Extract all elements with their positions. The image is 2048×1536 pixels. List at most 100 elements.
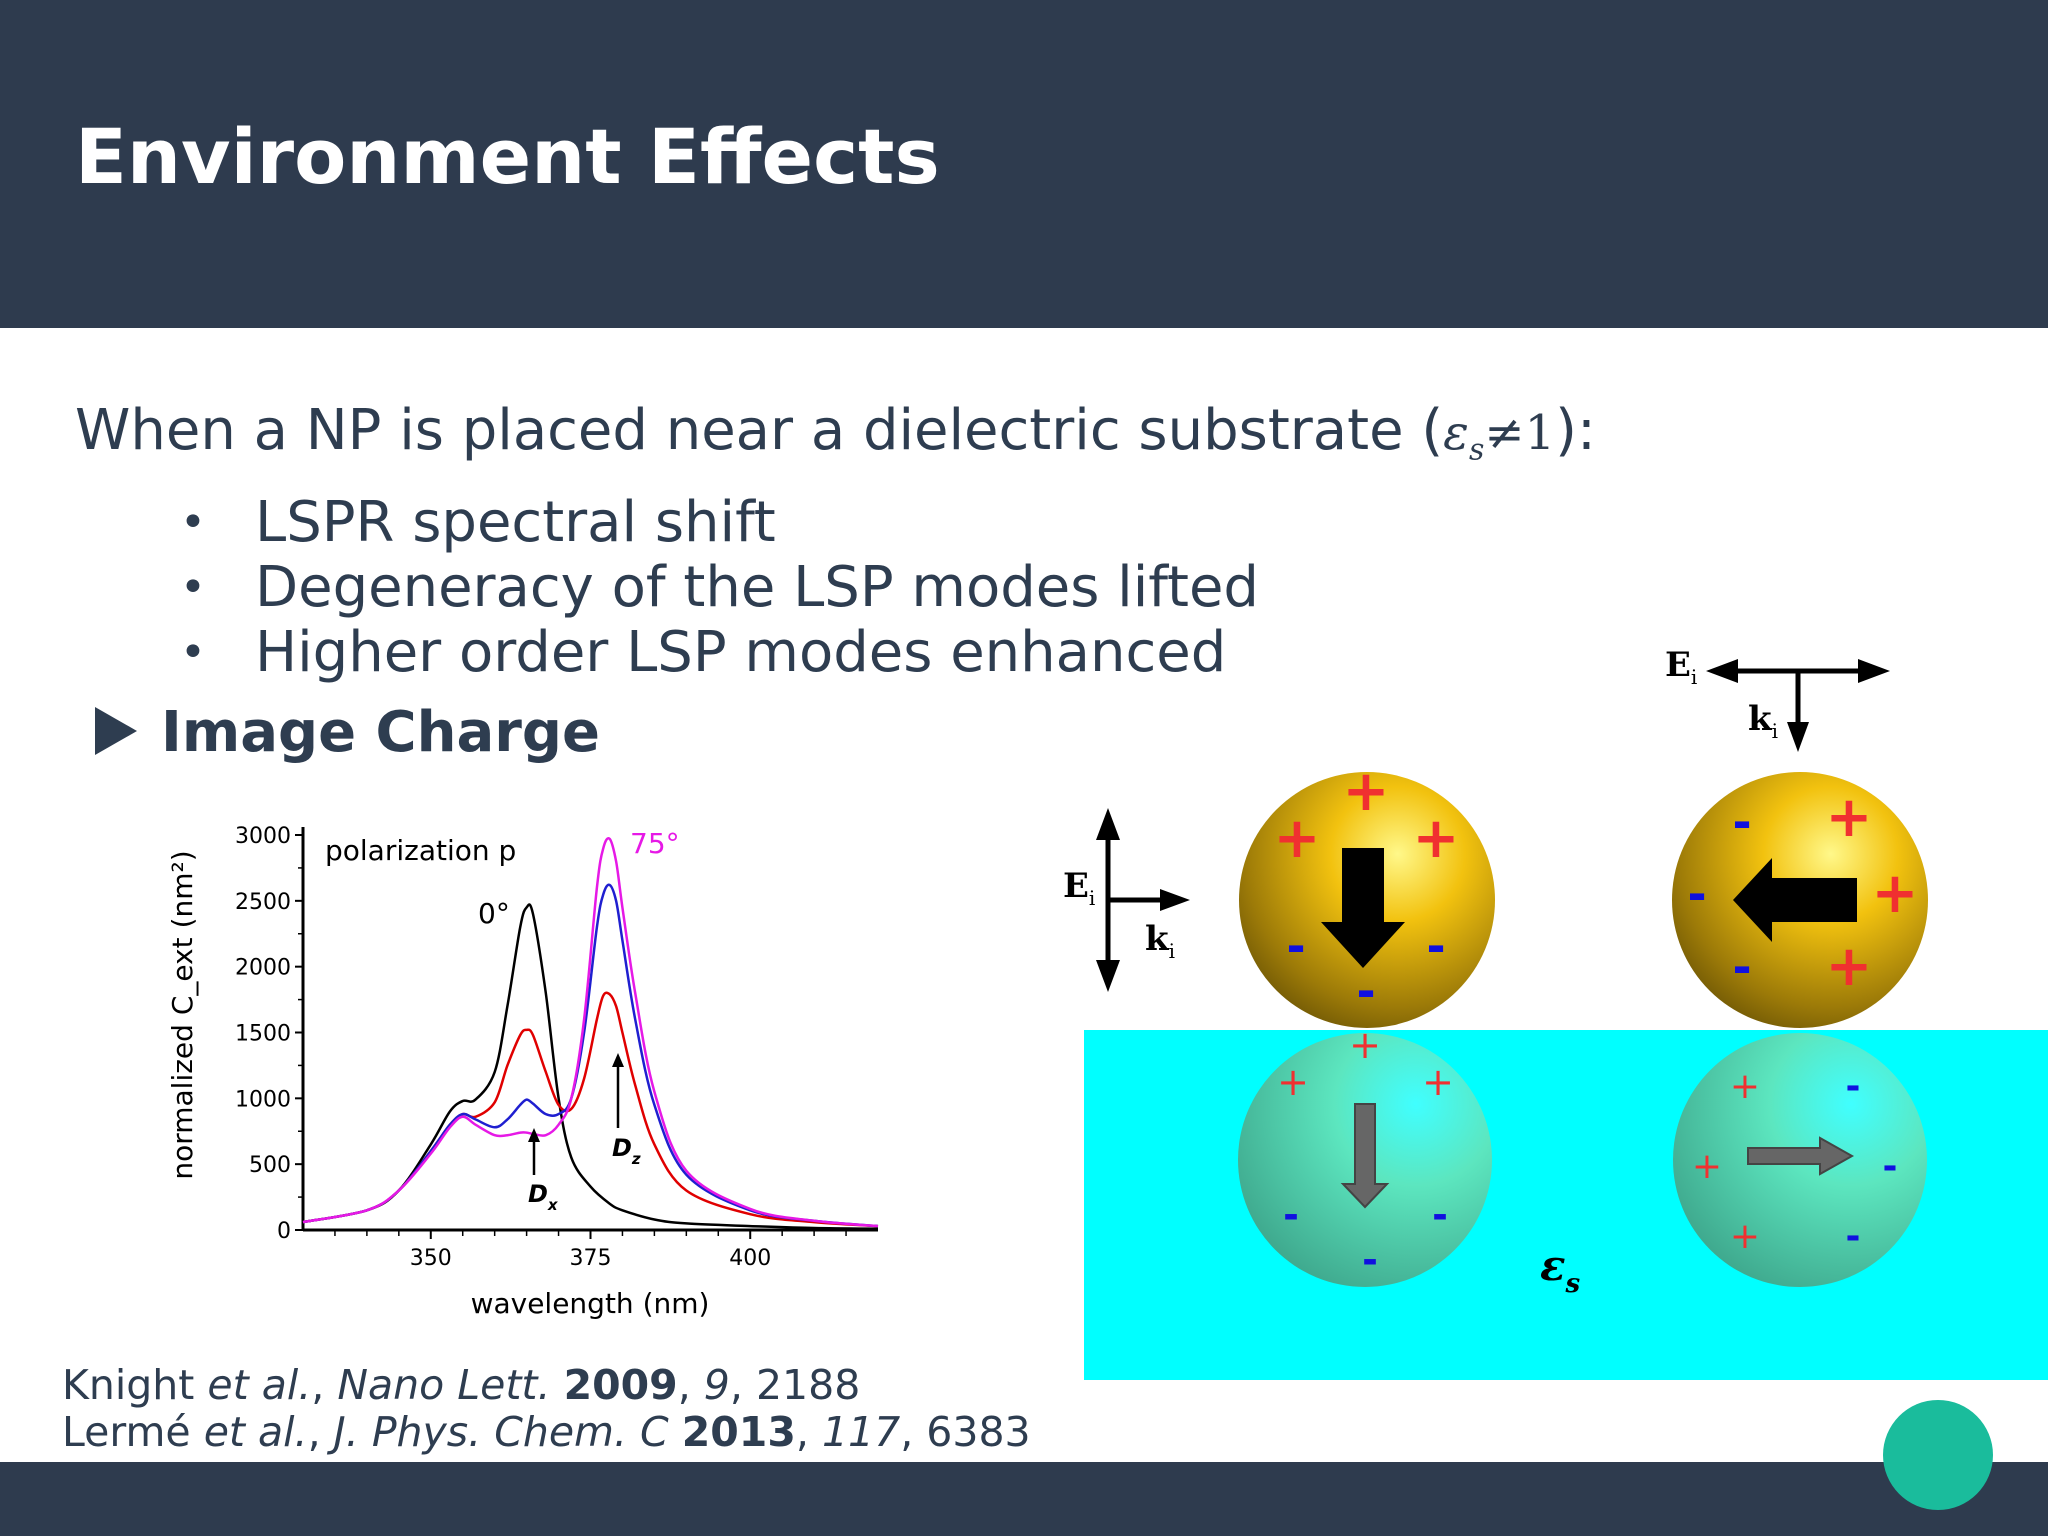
not-equal-one: ≠1: [1484, 405, 1556, 461]
dx-sub: x: [547, 1196, 559, 1214]
image-charges-left: + + + - - -: [1277, 1023, 1454, 1282]
bullet-dot-icon: •: [180, 562, 206, 613]
ref-journal: Nano Lett.: [337, 1361, 551, 1409]
reference-item: Knight et al., Nano Lett. 2009, 9, 2188: [62, 1361, 861, 1409]
charge-minus: -: [1426, 919, 1445, 973]
y-tick-label: 2500: [235, 890, 291, 915]
footer-bar: [0, 1462, 2048, 1536]
epsilon-letter: ε: [1443, 405, 1469, 461]
slide-title: Environment Effects: [75, 112, 940, 201]
bullet-dot-icon: •: [180, 627, 206, 678]
chart-axes: 0 500 1000 1500 2000 2500 3000 350 375 400: [235, 824, 878, 1271]
image-dipole-arrow-down-icon: [1340, 1103, 1390, 1209]
bullet-dot-icon: •: [180, 497, 206, 548]
chart-lines: [302, 837, 879, 1230]
charge-plus: +: [1343, 759, 1390, 824]
references: Knight et al., Nano Lett. 2009, 9, 2188 …: [62, 1362, 1031, 1456]
x-tick-label: 375: [570, 1246, 612, 1271]
x-tick-label: 350: [410, 1246, 452, 1271]
e-field-label-left: Ei: [1063, 866, 1095, 910]
charge-plus: +: [1692, 1146, 1722, 1187]
charge-minus: -: [1362, 1238, 1378, 1282]
dz-letter: D: [612, 1134, 632, 1162]
y-tick-label: 1500: [235, 1022, 291, 1047]
charge-minus: -: [1283, 1193, 1299, 1237]
extinction-spectrum-chart: 0 500 1000 1500 2000 2500 3000 350 375 400 polari…: [166, 824, 879, 1320]
epsilon-subscript: s: [1468, 432, 1485, 468]
e-sub-left: i: [1089, 886, 1095, 910]
e-field-label-right: Ei: [1665, 645, 1697, 689]
y-tick-label: 2000: [235, 956, 291, 981]
ref-authors: Knight: [62, 1361, 208, 1409]
subheading-text: Image Charge: [161, 700, 600, 765]
k-sub-left: i: [1169, 939, 1175, 963]
y-axis-label: normalized C_ext (nm²): [166, 850, 199, 1179]
charge-minus: -: [1846, 1216, 1861, 1257]
k-sub-right: i: [1772, 719, 1778, 743]
intro-lead: When a NP is placed near a dielectric su…: [75, 398, 1444, 463]
intro-text: When a NP is placed near a dielectric su…: [75, 398, 1596, 468]
substrate-eps-letter: ε: [1540, 1241, 1566, 1290]
x-tick-label: 400: [729, 1246, 771, 1271]
x-axis-label: wavelength (nm): [471, 1287, 710, 1320]
charge-minus: -: [1687, 867, 1706, 921]
bullet-item: • Degeneracy of the LSP modes lifted: [180, 555, 1259, 620]
k-letter-right: k: [1748, 699, 1773, 739]
charge-plus: +: [1872, 861, 1919, 926]
subheading: Image Charge: [95, 700, 600, 765]
ref-volume: 9: [703, 1361, 730, 1409]
series-label-0deg: 0°: [478, 897, 510, 930]
k-vector-label-left: ki: [1145, 919, 1175, 963]
e-letter-left: E: [1063, 866, 1089, 906]
y-tick-label: 0: [277, 1219, 291, 1244]
dx-arrowhead-icon: [528, 1128, 540, 1142]
charge-plus: +: [1730, 1066, 1760, 1107]
dx-letter: D: [528, 1180, 548, 1208]
y-tick-label: 500: [249, 1153, 291, 1178]
charges-left: + + + - - -: [1274, 759, 1460, 1018]
bullet-item: • Higher order LSP modes enhanced: [180, 620, 1259, 685]
image-charge-diagram: Ei ki Ei ki + + + - - - + + + - - - +: [1063, 645, 2048, 1380]
triangle-bullet-icon: [95, 707, 137, 755]
ref-etal: et al.: [203, 1408, 308, 1456]
series-line-0: [302, 903, 879, 1230]
polarization-label: polarization p: [325, 834, 516, 867]
charge-plus: +: [1422, 1060, 1454, 1104]
dz-label: Dz: [612, 1134, 641, 1168]
substrate-epsilon-label: εs: [1540, 1241, 1581, 1299]
e-letter-right: E: [1665, 645, 1691, 685]
dipole-arrow-down-icon: [1321, 848, 1405, 968]
series-line-3: [302, 837, 879, 1228]
charge-minus: -: [1732, 940, 1751, 994]
header-bar: [0, 0, 2048, 328]
e-sub-right: i: [1691, 665, 1697, 689]
ref-sep: ,: [311, 1361, 338, 1409]
ref-year: 2013: [681, 1408, 796, 1456]
series-line-2: [302, 883, 879, 1228]
charge-minus: -: [1286, 919, 1305, 973]
image-charges-right: + + + - - -: [1692, 1066, 1898, 1257]
charge-plus: +: [1413, 806, 1460, 871]
ref-volume: 117: [821, 1408, 901, 1456]
bullet-item: • LSPR spectral shift: [180, 490, 1259, 555]
dz-sub: z: [631, 1150, 641, 1168]
charge-minus: -: [1432, 1193, 1448, 1237]
epsilon-symbol: εs: [1443, 405, 1484, 468]
dipole-arrow-left-icon: [1733, 858, 1857, 942]
charge-minus: -: [1732, 795, 1751, 849]
ref-sep: ,: [307, 1408, 334, 1456]
bullet-text: LSPR spectral shift: [255, 490, 776, 555]
y-tick-label: 1000: [235, 1087, 291, 1112]
series-label-75deg: 75°: [630, 827, 680, 860]
image-dipole-arrow-right-icon: [1747, 1136, 1855, 1176]
charge-plus: +: [1826, 934, 1873, 999]
charge-plus: +: [1277, 1060, 1309, 1104]
bullet-text: Degeneracy of the LSP modes lifted: [255, 555, 1259, 620]
y-tick-label: 3000: [235, 824, 291, 849]
reference-item: Lermé et al., J. Phys. Chem. C 2013, 117…: [62, 1408, 1031, 1456]
charge-minus: -: [1883, 1146, 1898, 1187]
bullet-text: Higher order LSP modes enhanced: [255, 620, 1227, 685]
charges-right: + + + - - -: [1687, 785, 1918, 999]
charge-plus: +: [1730, 1216, 1760, 1257]
charge-plus: +: [1349, 1023, 1381, 1067]
